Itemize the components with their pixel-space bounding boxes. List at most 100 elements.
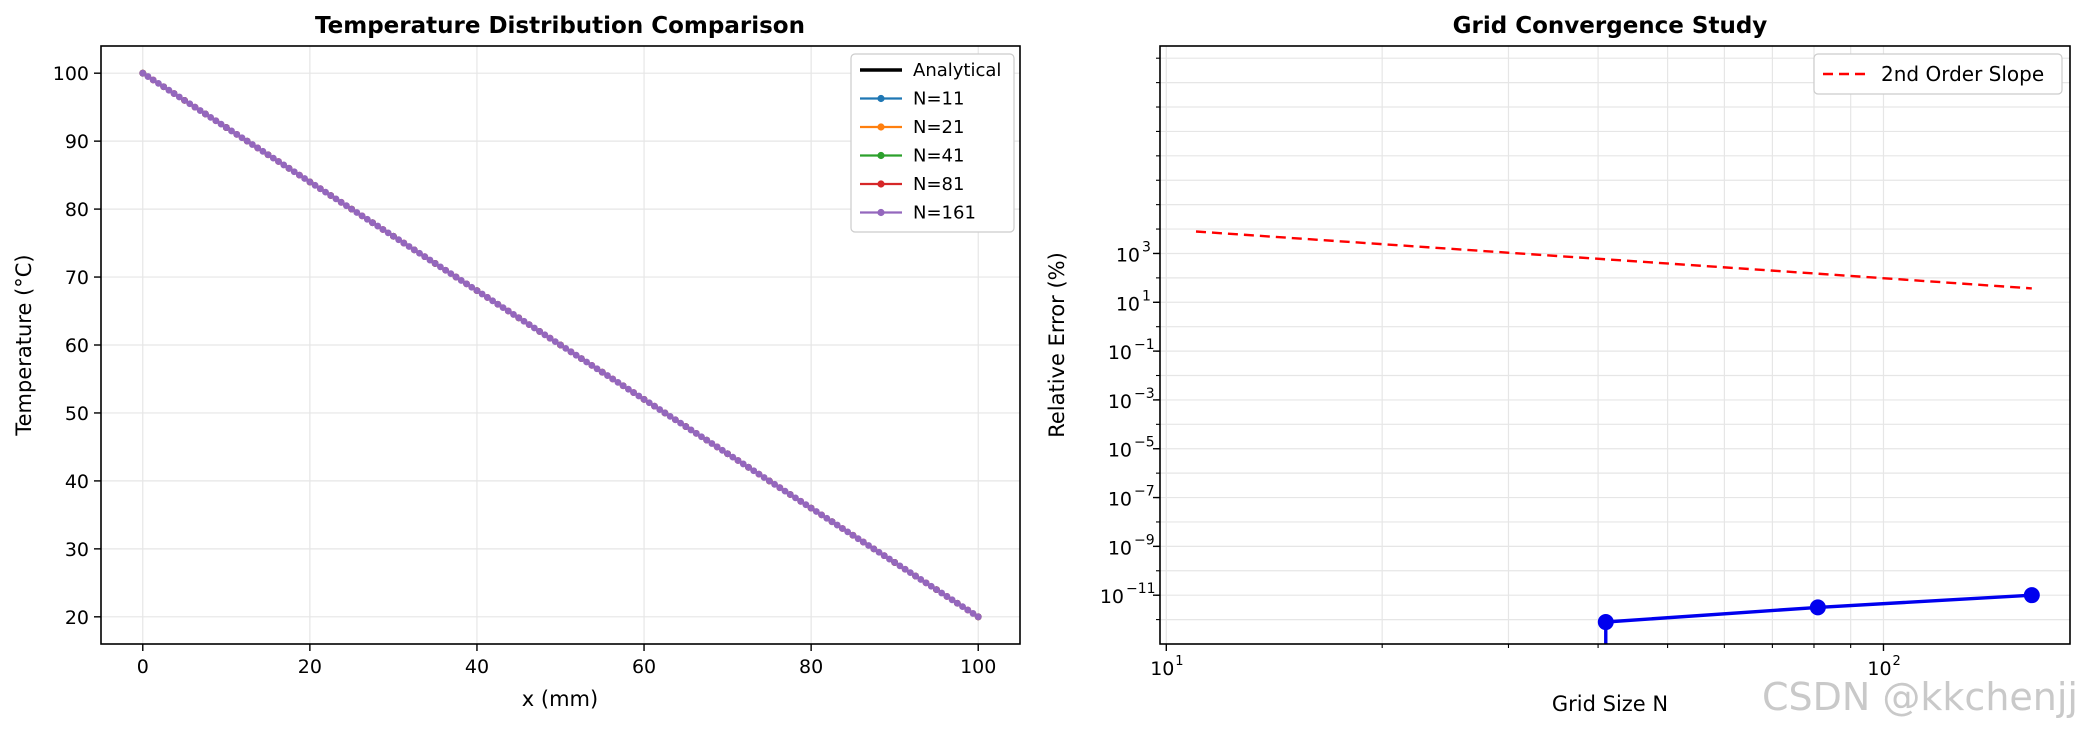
left-series [139,69,982,621]
left-point [536,328,544,335]
left-point [259,147,267,155]
left-point [614,378,622,386]
right-y-tick-exponent: 3 [1142,239,1151,255]
left-point [186,100,194,108]
left-point [959,603,966,611]
left-point [243,137,251,145]
left-point [374,222,382,230]
left-point [583,358,591,366]
right-x-tick-exponent: 2 [1892,654,1900,669]
left-point [165,86,173,94]
right-legend-label: 2nd Order Slope [1881,62,2044,86]
left-point [938,589,946,597]
left-point [301,175,309,182]
left-point [792,494,799,502]
left-point [400,239,408,247]
left-point [906,569,914,577]
right-series [1195,230,2040,644]
left-point [369,219,376,227]
left-point [604,372,611,379]
left-point [254,144,262,152]
left-point [421,253,429,261]
left-point [473,287,481,295]
left-point [390,232,397,240]
right-legend-box [1813,53,2063,95]
right-legend: 2nd Order Slope [1813,53,2063,95]
left-point [280,161,288,169]
left-point [431,260,439,267]
right-y-tick-label: 10 [1108,440,1132,462]
left-point [692,429,700,437]
left-point [290,168,298,176]
right-y-tick-exponent: −9 [1134,532,1155,548]
left-point [651,402,658,410]
left-point [322,188,329,196]
left-y-tick-label: 60 [65,335,89,357]
right-y-tick-label: 10 [1108,489,1132,511]
right-y-tick-exponent: −1 [1134,337,1155,353]
left-point [269,154,277,162]
left-point [880,552,888,560]
left-point [196,107,204,114]
right-y-tick-label: 10 [1108,391,1132,413]
left-legend-marker [877,123,885,131]
left-point [379,226,387,233]
left-point [562,344,570,352]
left-point [202,110,209,118]
right-y-tick-label: 10 [1108,537,1132,559]
left-point [327,192,335,199]
left-point [525,321,533,329]
right-y-tick-exponent: 1 [1142,288,1151,304]
left-point [912,572,919,580]
left-point [316,185,324,193]
left-point [969,610,977,617]
left-point [802,501,810,509]
left-point [724,450,731,458]
right-error-point [1809,599,1826,616]
left-y-tick-label: 100 [53,63,89,85]
left-point [296,171,303,179]
left-point [854,535,862,543]
left-point [160,83,168,91]
left-point [264,151,272,159]
right-y-tick-label: 10 [1116,293,1140,315]
left-point [588,361,596,369]
left-point [671,416,679,424]
left-point [718,446,726,454]
left-point [619,382,627,390]
left-y-tick-label: 80 [65,199,89,221]
left-point [285,164,293,172]
left-y-tick-label: 30 [65,539,89,561]
left-point [593,365,601,373]
left-point [849,531,857,539]
left-point [384,229,392,237]
left-legend-label: Analytical [913,60,1001,81]
left-point [760,474,768,481]
left-point [233,130,241,138]
left-point [698,433,705,441]
left-point [729,453,737,461]
left-point [598,368,606,376]
right-ticks: 10 1 10 210 310 110 −110 −310 −510 −710 −910 −11 [1100,57,1901,680]
left-point [170,90,178,97]
right-error-point [1597,614,1614,631]
left-x-tick-label: 20 [298,656,322,678]
left-point [478,290,486,298]
left-point [745,463,752,471]
left-point [927,582,935,590]
left-point [886,555,893,563]
right-slope-line [1195,230,2032,290]
left-point [865,542,872,549]
right-chart-title: Grid Convergence Study [1453,13,1768,39]
left-x-tick-label: 80 [799,656,823,678]
left-point [677,419,684,427]
left-point [510,311,517,318]
left-point [572,351,580,359]
left-point [557,341,564,349]
left-point [410,246,418,254]
left-point [917,576,925,583]
left-y-tick-label: 70 [65,267,89,289]
left-point [149,76,157,84]
right-y-tick-exponent: −3 [1134,386,1155,402]
right-y-tick-exponent: −7 [1134,484,1155,500]
